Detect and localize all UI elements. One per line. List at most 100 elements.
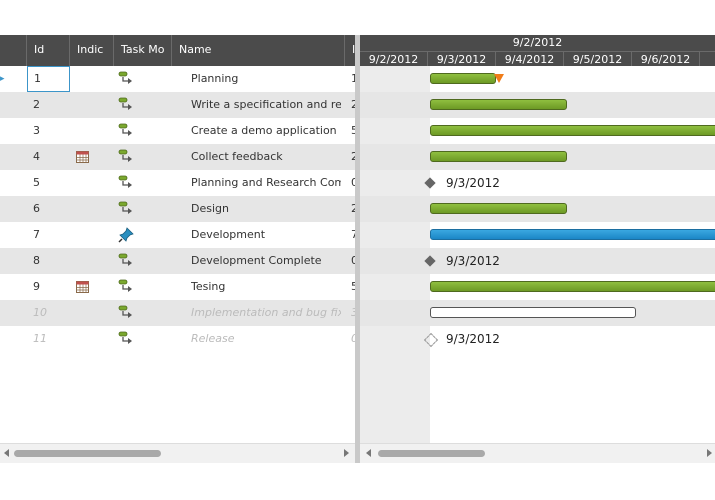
task-bar[interactable] (430, 151, 567, 162)
task-name-cell[interactable]: Collect feedback (191, 150, 283, 163)
id-cell[interactable]: 8 (33, 254, 40, 267)
scroll-right-arrow[interactable] (344, 449, 349, 457)
chart-row (360, 222, 715, 248)
milestone-icon[interactable] (424, 177, 436, 189)
id-cell[interactable]: 11 (33, 332, 47, 345)
id-cell[interactable]: 10 (33, 306, 47, 319)
milestone-icon[interactable] (424, 255, 436, 267)
task-name-cell[interactable]: Write a specification and requirements (191, 98, 341, 111)
task-name-cell[interactable]: Design (191, 202, 229, 215)
id-cell[interactable]: 5 (33, 176, 40, 189)
id-cell[interactable]: 4 (33, 150, 40, 163)
task-bar[interactable] (430, 73, 496, 84)
table-row[interactable]: 8 Development Complete 0 (0, 248, 356, 274)
task-bar[interactable] (430, 229, 715, 240)
calendar-icon (76, 144, 96, 177)
table-row[interactable]: 3 Create a demo application 5 (0, 118, 356, 144)
column-header-extra[interactable]: I (352, 43, 356, 56)
table-row[interactable]: 10 Implementation and bug fixing 3 (0, 300, 356, 326)
task-bar[interactable] (430, 99, 567, 110)
table-row[interactable]: 2 Write a specification and requirements 2 (0, 92, 356, 118)
extra-cell[interactable]: 5 (351, 124, 356, 137)
extra-cell[interactable]: 0 (351, 326, 356, 352)
chart-row (360, 92, 715, 118)
table-row[interactable]: 11 Release 0 (0, 326, 356, 352)
id-cell[interactable]: 6 (33, 202, 40, 215)
task-name-cell[interactable]: Create a demo application (191, 124, 337, 137)
auto-scheduled-task-icon (118, 274, 138, 305)
table-row[interactable]: ▸ 1 Planning 1 (0, 66, 356, 92)
extra-cell[interactable]: 5 (351, 280, 356, 293)
timeline-day (700, 51, 715, 66)
chart-row (360, 196, 715, 222)
id-cell[interactable]: 7 (33, 228, 40, 241)
id-cell[interactable]: 1 (27, 66, 70, 92)
extra-cell[interactable]: 2 (351, 98, 356, 111)
timeline-day: 9/3/2012 (428, 51, 496, 66)
scroll-thumb[interactable] (14, 450, 161, 457)
chart-row (360, 300, 715, 326)
milestone-label: 9/3/2012 (446, 176, 500, 190)
milestone-icon[interactable] (423, 332, 439, 348)
task-name-cell[interactable]: Implementation and bug fixing (191, 306, 341, 319)
table-row[interactable]: 9 Tesing 5 (0, 274, 356, 300)
extra-cell[interactable]: 7 (351, 228, 356, 241)
id-cell[interactable]: 2 (33, 98, 40, 111)
timeline-day: 9/5/2012 (564, 51, 632, 66)
task-bar[interactable] (430, 203, 567, 214)
task-bar[interactable] (430, 125, 715, 136)
gantt-chart: 9/2/2012 9/2/2012 9/3/2012 9/4/2012 9/5/… (360, 35, 715, 463)
task-grid: Id Indic Task Mo Name I ▸ 1 Planning 1 2 Writ… (0, 35, 356, 463)
current-row-indicator-icon: ▸ (0, 74, 5, 84)
column-header-indicators[interactable]: Indic (70, 35, 114, 66)
auto-scheduled-task-icon (118, 66, 138, 97)
row-header-column (0, 35, 27, 66)
auto-scheduled-task-icon (118, 170, 138, 201)
task-name-cell[interactable]: Tesing (191, 280, 226, 293)
table-row[interactable]: 5 Planning and Research Complete 0 (0, 170, 356, 196)
id-cell[interactable]: 3 (33, 124, 40, 137)
grid-horizontal-scrollbar[interactable] (0, 443, 356, 463)
column-header-id[interactable]: Id (27, 35, 70, 66)
extra-cell[interactable]: 0 (351, 254, 356, 267)
milestone-label: 9/3/2012 (446, 332, 500, 346)
table-row[interactable]: 4 Collect feedback 2 (0, 144, 356, 170)
column-header-task-mode[interactable]: Task Mo (114, 35, 172, 66)
id-cell[interactable]: 9 (33, 280, 40, 293)
extra-cell[interactable]: 3 (351, 300, 356, 326)
task-name-cell[interactable]: Planning (191, 72, 239, 85)
scroll-right-arrow[interactable] (707, 449, 712, 457)
chart-row (360, 274, 715, 300)
task-bar[interactable] (430, 281, 715, 292)
table-row[interactable]: 6 Design 2 (0, 196, 356, 222)
timeline-header: 9/2/2012 9/2/2012 9/3/2012 9/4/2012 9/5/… (360, 35, 715, 66)
deadline-icon (494, 74, 504, 83)
task-name-cell[interactable]: Development Complete (191, 254, 322, 267)
extra-cell[interactable]: 1 (351, 72, 356, 85)
scroll-left-arrow[interactable] (4, 449, 9, 457)
timeline-day: 9/6/2012 (632, 51, 700, 66)
scroll-thumb[interactable] (378, 450, 485, 457)
task-bar[interactable] (430, 307, 636, 318)
auto-scheduled-task-icon (118, 144, 138, 175)
grid-header: Id Indic Task Mo Name I (0, 35, 356, 66)
extra-cell[interactable]: 2 (351, 150, 356, 163)
extra-cell[interactable]: 2 (351, 202, 356, 215)
chart-row (360, 66, 715, 92)
task-name-cell[interactable]: Release (191, 332, 235, 345)
chart-horizontal-scrollbar[interactable] (360, 443, 715, 463)
pane-splitter[interactable] (355, 35, 360, 463)
auto-scheduled-task-icon (118, 326, 138, 357)
table-row[interactable]: 7 Development 7 (0, 222, 356, 248)
manual-task-pin-icon (118, 222, 138, 253)
auto-scheduled-task-icon (118, 248, 138, 279)
task-name-cell[interactable]: Planning and Research Complete (191, 176, 341, 189)
auto-scheduled-task-icon (118, 92, 138, 123)
chart-row: 9/3/2012 (360, 326, 715, 352)
chart-row (360, 118, 715, 144)
extra-cell[interactable]: 0 (351, 176, 356, 189)
column-header-name[interactable]: Name (172, 35, 345, 66)
timeline-top-date: 9/2/2012 (512, 36, 563, 49)
scroll-left-arrow[interactable] (366, 449, 371, 457)
task-name-cell[interactable]: Development (191, 228, 266, 241)
